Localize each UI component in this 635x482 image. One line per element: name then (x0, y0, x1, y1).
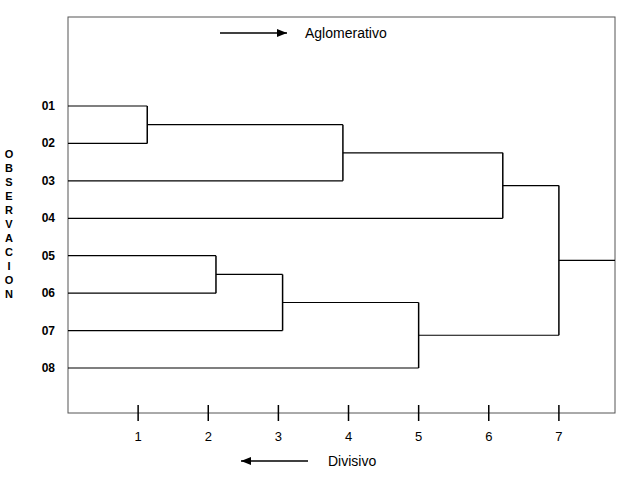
y-label-letter: O (5, 148, 14, 160)
branch (216, 274, 283, 275)
x-tick (208, 405, 210, 421)
x-tick (418, 405, 420, 421)
x-tick (558, 405, 560, 421)
arrow-right (220, 32, 287, 34)
branch (419, 335, 559, 336)
annotation: Divisivo (328, 453, 376, 469)
branch (147, 124, 343, 125)
chart: 1234567AglomerativoDivisivoOBSERVACION01… (0, 0, 635, 482)
y-label-letter: B (5, 162, 13, 174)
branch (68, 180, 343, 181)
y-axis-label: OBSERVACION (5, 148, 14, 300)
y-label-letter: E (5, 190, 12, 202)
plot-frame (68, 17, 615, 413)
x-tick-label: 7 (555, 429, 562, 444)
branch (68, 367, 419, 368)
branch (68, 293, 216, 294)
y-label-letter: C (5, 246, 13, 258)
leaf-label: 06 (42, 286, 56, 300)
y-label-letter: I (7, 260, 10, 272)
x-tick (488, 405, 490, 421)
x-tick (137, 405, 139, 421)
branch (68, 105, 147, 106)
leaf-label: 03 (42, 174, 56, 188)
leaf-labels: 01 02 03 04 05 06 07 08 (42, 99, 56, 375)
branch (68, 255, 216, 256)
y-label-letter: O (5, 274, 14, 286)
branch (343, 152, 503, 153)
branch (68, 330, 283, 331)
y-label-letter: R (5, 204, 13, 216)
leaf-label: 08 (42, 361, 56, 375)
branch (68, 143, 147, 144)
arrow-left (241, 460, 308, 462)
y-label-letter: S (5, 176, 12, 188)
x-tick (348, 405, 350, 421)
x-tick-label: 4 (345, 429, 352, 444)
x-tick-label: 2 (205, 429, 212, 444)
branch (68, 218, 503, 219)
arrow-right-head (277, 29, 287, 37)
branch (283, 302, 419, 303)
leaf-label: 07 (42, 324, 56, 338)
x-tick-label: 6 (485, 429, 492, 444)
annotation: Aglomerativo (305, 25, 387, 41)
root-stem (559, 260, 615, 261)
x-tick (278, 405, 280, 421)
leaf-label: 05 (42, 249, 56, 263)
y-label-letter: N (5, 288, 13, 300)
x-tick-label: 3 (275, 429, 282, 444)
arrow-left-head (241, 457, 251, 465)
x-tick-label: 5 (415, 429, 422, 444)
leaf-label: 04 (42, 211, 56, 225)
branch (503, 185, 559, 186)
leaf-label: 02 (42, 136, 56, 150)
dendrogram (68, 106, 615, 368)
x-tick-label: 1 (135, 429, 142, 444)
y-label-letter: A (5, 232, 13, 244)
leaf-label: 01 (42, 99, 56, 113)
y-label-letter: V (5, 218, 13, 230)
